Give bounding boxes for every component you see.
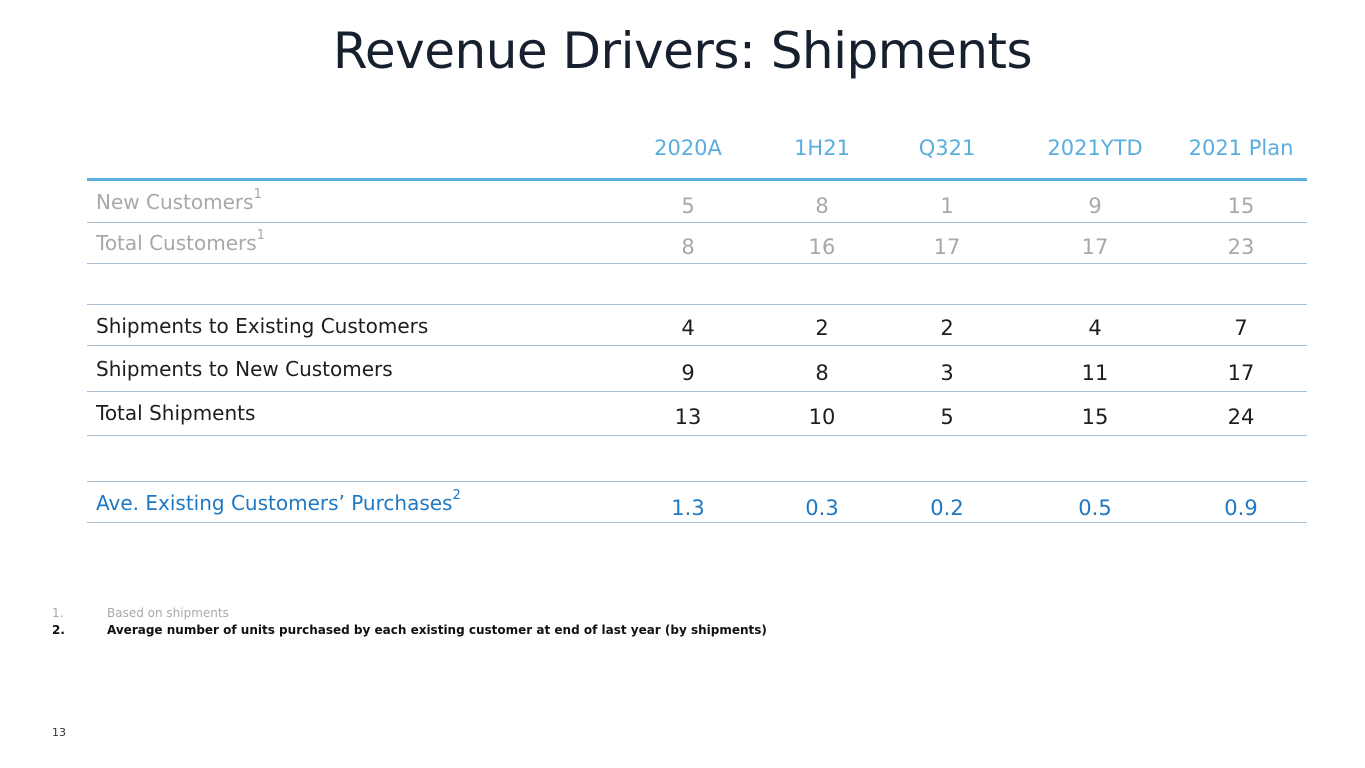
footnote-text: Based on shipments <box>107 606 229 620</box>
row-label-text: New Customers <box>96 190 254 214</box>
cell-value: 16 <box>808 235 836 259</box>
row-divider <box>87 481 1307 482</box>
page-title: Revenue Drivers: Shipments <box>332 22 1033 80</box>
footnote-2: 2. Average number of units purchased by e… <box>52 623 767 637</box>
row-label-text: Shipments to New Customers <box>96 357 393 381</box>
row-label: Shipments to Existing Customers <box>96 314 428 338</box>
cell-value: 17 <box>1227 361 1255 385</box>
footnote-text: Average number of units purchased by eac… <box>107 623 767 637</box>
row-label-text: Shipments to Existing Customers <box>96 314 429 338</box>
cell-value: 10 <box>808 405 836 429</box>
cell-value: 0.2 <box>930 496 964 520</box>
cell-value: 24 <box>1227 405 1255 429</box>
cell-value: 1 <box>940 194 954 218</box>
row-divider <box>87 522 1307 523</box>
header-divider <box>87 178 1307 181</box>
row-divider <box>87 391 1307 392</box>
cell-value: 3 <box>940 361 954 385</box>
cell-value: 5 <box>940 405 954 429</box>
row-label: Shipments to New Customers <box>96 357 393 381</box>
cell-value: 8 <box>815 361 829 385</box>
cell-value: 2 <box>815 316 829 340</box>
cell-value: 8 <box>681 235 695 259</box>
footnote-marker: 1 <box>253 187 262 202</box>
row-label: Ave. Existing Customers’ Purchases2 <box>96 488 461 515</box>
footnote-marker: 1 <box>256 228 265 243</box>
row-label: Total Shipments <box>96 401 255 425</box>
cell-value: 9 <box>681 361 695 385</box>
cell-value: 5 <box>681 194 695 218</box>
row-label-text: Total Shipments <box>96 401 256 425</box>
cell-value: 15 <box>1081 405 1109 429</box>
column-header: 2021YTD <box>1047 136 1143 160</box>
cell-value: 0.3 <box>805 496 839 520</box>
row-label: New Customers1 <box>96 187 262 214</box>
column-header: 1H21 <box>794 136 850 160</box>
row-label: Total Customers1 <box>96 228 265 255</box>
row-label-text: Ave. Existing Customers’ Purchases <box>96 491 453 515</box>
cell-value: 4 <box>1088 316 1102 340</box>
cell-value: 13 <box>674 405 702 429</box>
cell-value: 1.3 <box>671 496 705 520</box>
footnote-1: 1. Based on shipments <box>52 606 229 620</box>
column-header: 2020A <box>654 136 722 160</box>
footnote-number: 2. <box>52 623 65 637</box>
page-number: 13 <box>52 726 66 739</box>
cell-value: 4 <box>681 316 695 340</box>
cell-value: 15 <box>1227 194 1255 218</box>
row-divider <box>87 263 1307 264</box>
row-divider <box>87 222 1307 223</box>
column-header: 2021 Plan <box>1188 136 1294 160</box>
row-divider <box>87 304 1307 305</box>
cell-value: 0.9 <box>1224 496 1258 520</box>
cell-value: 9 <box>1088 194 1102 218</box>
footnote-number: 1. <box>52 606 64 620</box>
cell-value: 8 <box>815 194 829 218</box>
cell-value: 11 <box>1081 361 1109 385</box>
cell-value: 17 <box>933 235 961 259</box>
row-divider <box>87 345 1307 346</box>
cell-value: 7 <box>1234 316 1248 340</box>
cell-value: 23 <box>1227 235 1255 259</box>
footnote-marker: 2 <box>452 488 461 503</box>
column-header: Q321 <box>918 136 976 160</box>
cell-value: 0.5 <box>1078 496 1112 520</box>
cell-value: 17 <box>1081 235 1109 259</box>
row-divider <box>87 435 1307 436</box>
row-label-text: Total Customers <box>96 231 257 255</box>
cell-value: 2 <box>940 316 954 340</box>
